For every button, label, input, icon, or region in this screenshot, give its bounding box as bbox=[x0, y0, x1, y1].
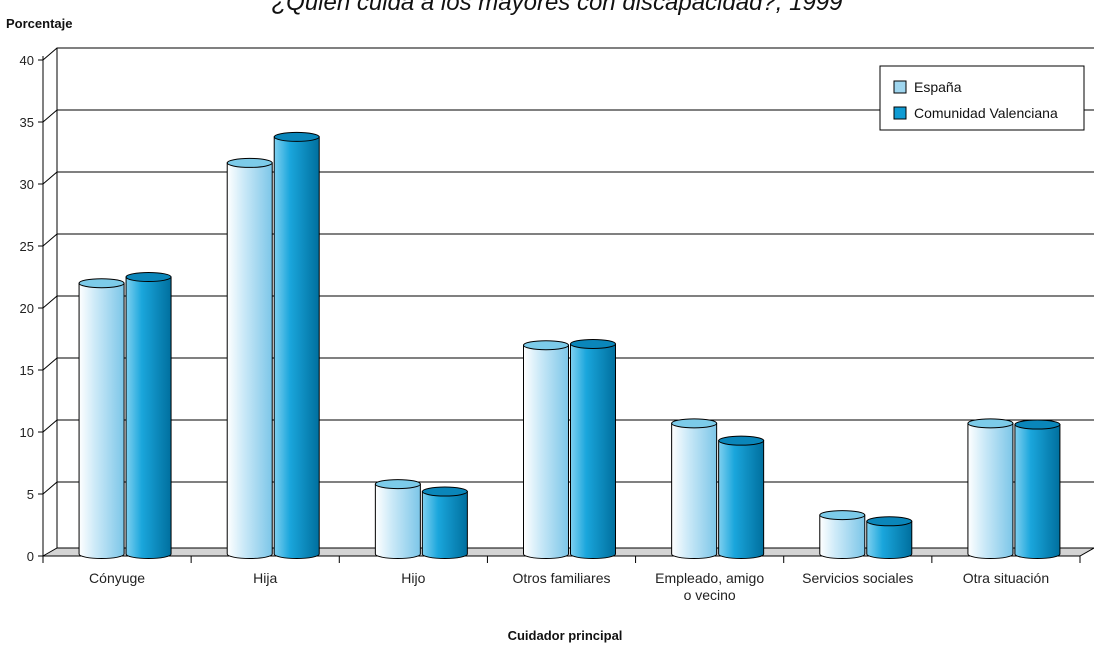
bar-cap-comunidad-valenciana bbox=[718, 435, 765, 446]
bar-body-comunidad-valenciana bbox=[273, 136, 320, 559]
x-tick-label: Cónyuge bbox=[89, 570, 145, 586]
bar-espana bbox=[523, 340, 569, 559]
bar-body-comunidad-valenciana bbox=[125, 276, 172, 559]
bar-body-espana bbox=[374, 483, 421, 559]
x-tick-label: Otra situación bbox=[963, 570, 1049, 586]
x-tick-label: Empleado, amigo bbox=[655, 570, 764, 586]
legend-swatch-comunidad-valenciana bbox=[893, 106, 907, 120]
bar-espana bbox=[671, 418, 718, 559]
bar-body-espana bbox=[226, 162, 273, 559]
x-axis-title: Cuidador principal bbox=[508, 628, 623, 643]
bar-comunidad-valenciana bbox=[1014, 419, 1061, 559]
y-tick-label: 0 bbox=[27, 549, 34, 564]
bar-body-espana bbox=[78, 282, 125, 559]
bar-cap-comunidad-valenciana bbox=[570, 338, 616, 349]
bar-cap-espana bbox=[967, 418, 1014, 429]
y-tick-label: 5 bbox=[27, 487, 34, 502]
bar-body-espana bbox=[819, 514, 866, 559]
bar-cap-comunidad-valenciana bbox=[866, 516, 913, 527]
bar-cap-comunidad-valenciana bbox=[125, 272, 172, 282]
bar-cap-espana bbox=[671, 418, 718, 429]
bar-body-espana bbox=[967, 422, 1014, 560]
y-tick-label: 10 bbox=[20, 425, 34, 440]
y-tick-label: 20 bbox=[20, 301, 34, 316]
bar-comunidad-valenciana bbox=[125, 272, 172, 559]
x-tick-label: Hija bbox=[253, 570, 277, 586]
bar-comunidad-valenciana bbox=[718, 435, 765, 559]
legend-label-comunidad-valenciana: Comunidad Valenciana bbox=[914, 105, 1058, 121]
bar-espana bbox=[78, 278, 125, 559]
bar-comunidad-valenciana bbox=[421, 486, 468, 559]
x-tick-label: Otros familiares bbox=[512, 570, 610, 586]
legend: España Comunidad Valenciana bbox=[879, 65, 1085, 131]
bar-body-comunidad-valenciana bbox=[866, 520, 913, 559]
y-tick-label: 15 bbox=[20, 363, 34, 378]
bar-cap-espana bbox=[78, 278, 125, 289]
gridline bbox=[42, 295, 1094, 309]
bar-cap-comunidad-valenciana bbox=[1014, 419, 1061, 430]
bar-body-comunidad-valenciana bbox=[718, 440, 765, 559]
bar-espana bbox=[226, 157, 273, 559]
y-tick-label: 25 bbox=[20, 239, 34, 254]
chart-title: ¿Quién cuida a los mayores con discapaci… bbox=[271, 0, 842, 16]
bar-body-espana bbox=[671, 422, 718, 559]
x-tick-label: o vecino bbox=[684, 587, 736, 603]
bar-espana bbox=[374, 479, 421, 559]
gridline bbox=[42, 233, 1094, 247]
x-tick-label: Hijo bbox=[401, 570, 425, 586]
bar-body-comunidad-valenciana bbox=[1014, 424, 1061, 559]
y-tick-label: 40 bbox=[20, 53, 34, 68]
y-tick-label: 30 bbox=[20, 177, 34, 192]
bar-body-comunidad-valenciana bbox=[421, 491, 468, 559]
bar-cap-espana bbox=[226, 157, 273, 168]
bar-cap-comunidad-valenciana bbox=[421, 486, 468, 497]
bar-cap-espana bbox=[374, 479, 421, 490]
y-axis-title: Porcentaje bbox=[6, 16, 72, 31]
gridline bbox=[42, 171, 1094, 185]
bar-comunidad-valenciana bbox=[273, 131, 320, 559]
x-tick-label: Servicios sociales bbox=[802, 570, 913, 586]
bar-cap-espana bbox=[523, 340, 569, 351]
bar-body-comunidad-valenciana bbox=[570, 343, 616, 559]
bar-cap-comunidad-valenciana bbox=[273, 131, 320, 142]
legend-box bbox=[879, 65, 1085, 131]
bar-comunidad-valenciana bbox=[570, 338, 616, 559]
gridline bbox=[42, 47, 1094, 61]
y-tick-label: 35 bbox=[20, 115, 34, 130]
bar-cap-espana bbox=[819, 510, 866, 521]
bar-espana bbox=[967, 418, 1014, 560]
bar-espana bbox=[819, 510, 866, 559]
legend-swatch-espana bbox=[893, 80, 907, 94]
legend-label-espana: España bbox=[914, 79, 962, 95]
bar-body-espana bbox=[523, 344, 569, 559]
bar-comunidad-valenciana bbox=[866, 516, 913, 559]
